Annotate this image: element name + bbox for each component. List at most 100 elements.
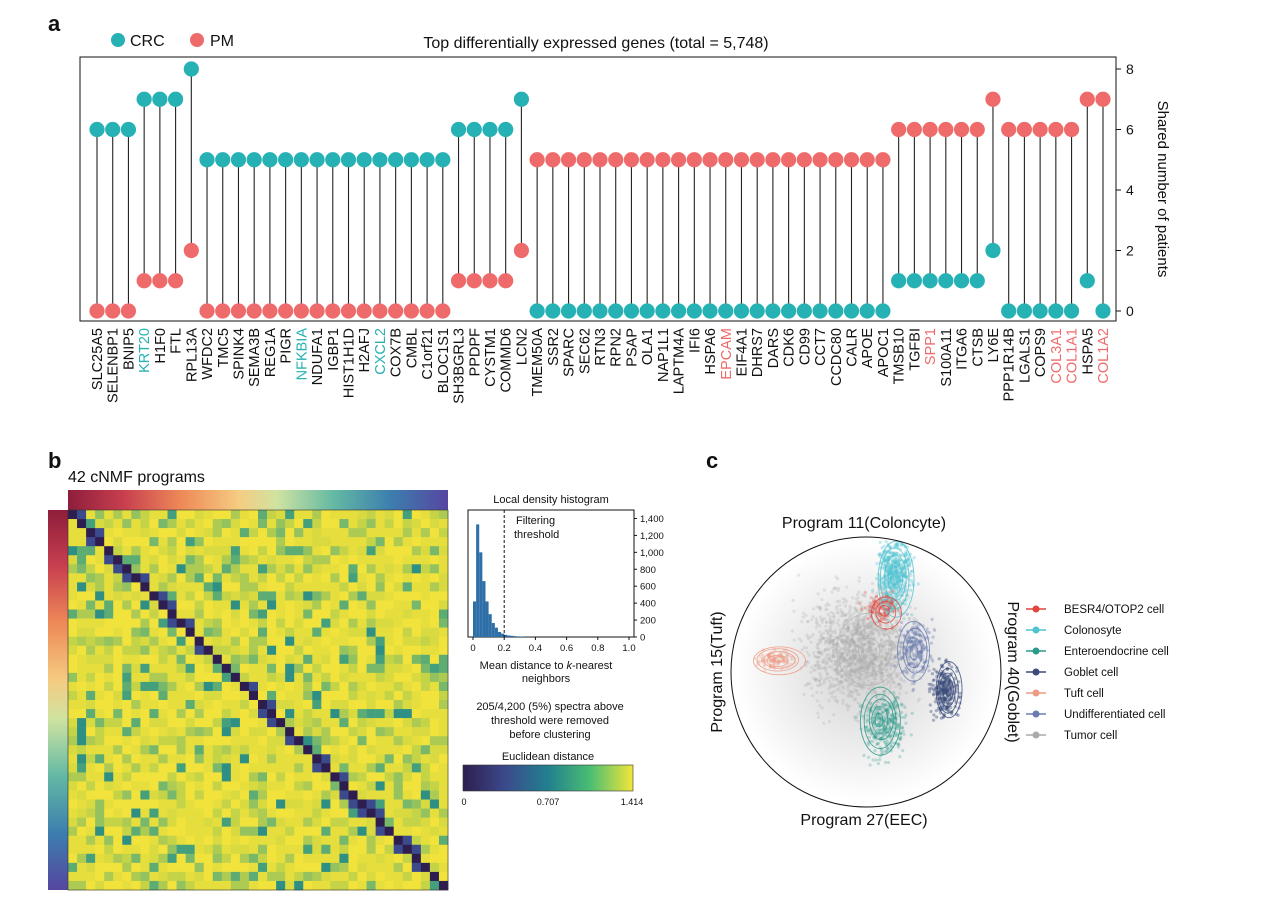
cell-point [858, 675, 862, 679]
cell-point [818, 605, 822, 609]
heatmap-cell [258, 718, 268, 728]
heatmap-cell [330, 546, 340, 556]
heatmap-cell [258, 546, 268, 556]
hist-bar [479, 552, 483, 637]
heatmap-cell [203, 835, 214, 846]
heatmap-cell [321, 718, 331, 728]
heatmap-cell [276, 835, 286, 846]
heatmap-cell [212, 537, 223, 547]
heatmap-cell [221, 736, 232, 746]
heatmap-cell [176, 690, 186, 701]
cell-point [883, 589, 887, 594]
heatmap-cell [429, 835, 440, 846]
cell-point [896, 745, 901, 749]
cell-point [896, 628, 900, 632]
cell-point [830, 682, 834, 686]
cell-point [862, 681, 866, 685]
cell-point [873, 656, 877, 660]
cell-point [819, 650, 823, 654]
cell-point [869, 656, 873, 660]
heatmap-cell [420, 781, 431, 791]
heatmap-cell [194, 709, 205, 719]
cell-point [822, 681, 826, 686]
cell-point [861, 648, 865, 652]
cell-point [842, 651, 846, 655]
cell-point [890, 575, 894, 579]
heatmap-cell [402, 591, 413, 601]
heatmap-cell [104, 519, 114, 529]
heatmap-cell [438, 591, 449, 601]
heatmap-cell [185, 573, 195, 583]
cell-point [869, 631, 874, 635]
heatmap-cell [158, 555, 168, 565]
heatmap-cell [330, 663, 340, 674]
cell-point [862, 661, 866, 665]
heatmap-cell [330, 627, 340, 637]
cell-point [866, 626, 870, 630]
heatmap-cell [140, 663, 150, 674]
heatmap-cell [68, 672, 78, 683]
cell-point [817, 677, 821, 682]
heatmap-cell [167, 826, 177, 837]
y-tick-label: 6 [1126, 122, 1134, 138]
heatmap-cell [95, 781, 105, 791]
cell-point [888, 533, 891, 536]
cell-point [844, 628, 848, 632]
heatmap-cell [194, 754, 205, 764]
heatmap-cell [267, 537, 277, 547]
cell-point [830, 654, 834, 658]
cell-point [863, 655, 867, 659]
heatmap-cell [185, 537, 195, 547]
heatmap-cell [258, 663, 268, 674]
heatmap-cell [140, 880, 150, 891]
cell-point [950, 665, 954, 669]
heatmap-cell [149, 880, 159, 891]
heatmap-cell [384, 826, 395, 837]
heatmap-cell [113, 663, 123, 674]
cell-point [885, 674, 890, 678]
cell-point [860, 607, 865, 611]
cell-point [805, 683, 810, 687]
heatmap-cell [312, 853, 322, 864]
y-tick-label: 2 [1126, 243, 1134, 259]
cell-point [848, 663, 853, 667]
cell-point [867, 650, 872, 654]
cell-point [890, 577, 895, 581]
cell-point [835, 672, 839, 676]
cell-point [854, 653, 859, 657]
pm-dot-ppdpf [466, 273, 482, 289]
axis-bottom-label: Program 27(EEC) [800, 812, 927, 829]
cell-point [859, 607, 863, 611]
panel-a-frame [79, 56, 1117, 322]
cell-point [870, 692, 874, 696]
cell-point [790, 629, 795, 633]
pm-dot-wfdc2 [199, 303, 215, 319]
heatmap-cell [429, 528, 440, 538]
hist-xlabel-k: k [566, 660, 572, 672]
cell-point [858, 676, 862, 680]
cell-point [814, 655, 818, 659]
heatmap-cell [330, 636, 340, 647]
heatmap-cell [321, 645, 331, 656]
heatmap-cell [86, 817, 96, 827]
cell-point [860, 664, 864, 668]
heatmap-cell [248, 510, 259, 520]
heatmap-cell [212, 528, 223, 538]
heatmap-cell [321, 591, 331, 601]
heatmap-cell [321, 690, 331, 701]
heatmap-cell [276, 736, 286, 746]
heatmap-cell [258, 573, 268, 583]
cell-point [866, 743, 871, 747]
cell-point [819, 682, 823, 686]
heatmap-cell [158, 754, 168, 764]
heatmap-cell [158, 636, 168, 647]
heatmap-cell [140, 826, 150, 837]
heatmap-cell [158, 528, 168, 538]
heatmap-cell [221, 880, 232, 891]
heatmap-cell [285, 718, 295, 728]
heatmap-cell [303, 645, 313, 656]
cell-point [855, 625, 859, 629]
heatmap-cell [176, 826, 186, 837]
cell-point [868, 646, 872, 650]
heatmap-cell [384, 555, 395, 565]
